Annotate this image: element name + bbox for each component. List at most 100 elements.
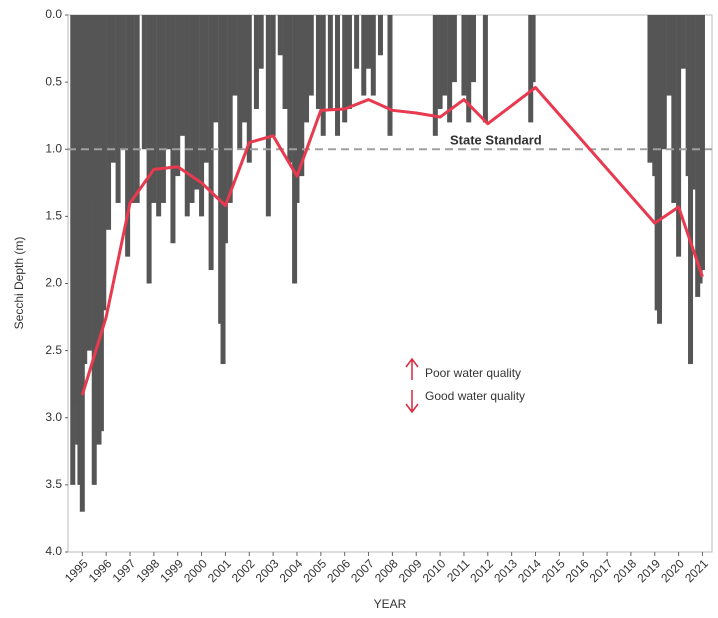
measurement-bar — [115, 15, 121, 203]
measurement-bar — [335, 15, 341, 136]
y-tick-label: 2.0 — [45, 276, 62, 290]
measurement-bar — [179, 15, 185, 136]
measurement-bar — [361, 15, 367, 96]
x-tick-label: 2001 — [205, 556, 234, 585]
y-tick-label: 4.0 — [45, 544, 62, 558]
measurement-bar — [106, 15, 112, 230]
measurement-bar — [451, 15, 457, 83]
measurement-bar — [242, 15, 248, 123]
y-tick-label: 1.0 — [45, 141, 62, 155]
measurement-bar — [432, 15, 438, 136]
measurement-bar — [184, 15, 190, 217]
measurement-bar — [265, 15, 271, 217]
measurement-bar — [170, 15, 176, 244]
measurement-bar — [699, 15, 705, 271]
measurement-bar — [387, 15, 393, 136]
x-tick-label: 2017 — [587, 556, 616, 585]
x-tick-label: 2014 — [515, 556, 544, 585]
measurement-bar — [437, 15, 443, 109]
up-arrow — [405, 357, 419, 380]
measurement-bar — [129, 15, 135, 203]
x-tick-label: 2015 — [539, 556, 568, 585]
x-tick-label: 2006 — [324, 556, 353, 585]
measurement-bar — [110, 15, 116, 163]
y-tick-label: 1.5 — [45, 209, 62, 223]
y-axis-label: Secchi Depth (m) — [12, 237, 26, 330]
measurement-bar — [232, 15, 238, 96]
x-tick-label: 2003 — [253, 556, 282, 585]
measurement-bar — [661, 15, 667, 150]
measurement-bar — [690, 15, 696, 190]
measurement-bar — [253, 15, 259, 109]
x-tick-label: 1998 — [133, 556, 162, 585]
measurement-bar — [165, 15, 171, 150]
measurement-bar — [277, 15, 283, 56]
measurement-bar — [258, 15, 264, 69]
measurement-bar — [120, 15, 126, 150]
measurement-bar — [461, 15, 467, 96]
measurement-bar — [134, 15, 140, 203]
measurement-bar — [676, 15, 682, 257]
measurement-bar — [101, 15, 107, 311]
y-tick-label: 3.0 — [45, 410, 62, 424]
measurement-bar — [366, 15, 372, 69]
x-tick-label: 2007 — [348, 556, 377, 585]
measurement-bar — [213, 15, 219, 123]
measurement-bar — [246, 15, 252, 163]
x-tick-label: 2018 — [610, 556, 639, 585]
x-tick-label: 2019 — [634, 556, 663, 585]
measurement-bar — [470, 15, 476, 83]
measurement-bar — [199, 15, 205, 217]
y-tick-label: 3.5 — [45, 477, 62, 491]
measurement-bar — [482, 15, 488, 123]
x-tick-label: 1995 — [62, 556, 91, 585]
measurement-bar — [315, 15, 321, 109]
measurement-bar — [320, 15, 326, 136]
measurement-bar — [237, 15, 243, 150]
measurement-bar — [156, 15, 162, 217]
state-standard-label: State Standard — [450, 133, 542, 148]
x-tick-label: 2012 — [467, 556, 496, 585]
measurement-bar — [342, 15, 348, 123]
measurement-bar — [227, 15, 233, 203]
measurement-bar — [666, 15, 672, 96]
x-tick-label: 2000 — [181, 556, 210, 585]
x-tick-label: 2005 — [300, 556, 329, 585]
measurement-bar — [680, 15, 686, 69]
measurement-bar — [141, 15, 147, 150]
x-tick-label: 1996 — [86, 556, 115, 585]
x-tick-label: 2002 — [229, 556, 258, 585]
measurement-bar — [657, 15, 663, 324]
measurement-bar — [327, 15, 333, 109]
x-tick-label: 2021 — [682, 556, 711, 585]
x-tick-label: 1997 — [110, 556, 139, 585]
x-tick-label: 2016 — [563, 556, 592, 585]
measurement-bar — [377, 15, 383, 56]
annotation: Poor water quality — [425, 366, 521, 380]
measurement-bar — [370, 15, 376, 96]
measurement-bar — [151, 15, 157, 203]
y-tick-label: 0.0 — [45, 7, 62, 21]
measurement-bar — [530, 15, 536, 83]
measurement-bar — [160, 15, 166, 203]
measurement-bar — [647, 15, 653, 163]
x-tick-label: 2004 — [277, 556, 306, 585]
measurement-bar — [354, 15, 360, 69]
measurement-bar — [671, 15, 677, 203]
measurement-bar — [175, 15, 181, 177]
y-tick-label: 0.5 — [45, 74, 62, 88]
measurement-bar — [189, 15, 195, 203]
measurement-bar — [222, 15, 228, 244]
measurement-bar — [346, 15, 352, 109]
x-tick-label: 2010 — [420, 556, 449, 585]
measurement-bar — [194, 15, 200, 190]
measurement-bar — [304, 15, 310, 123]
measurement-bar — [308, 15, 314, 96]
measurement-bar — [203, 15, 209, 163]
measurement-bar — [208, 15, 214, 271]
x-tick-label: 2020 — [658, 556, 687, 585]
x-tick-label: 2008 — [372, 556, 401, 585]
x-tick-label: 2011 — [444, 556, 472, 584]
